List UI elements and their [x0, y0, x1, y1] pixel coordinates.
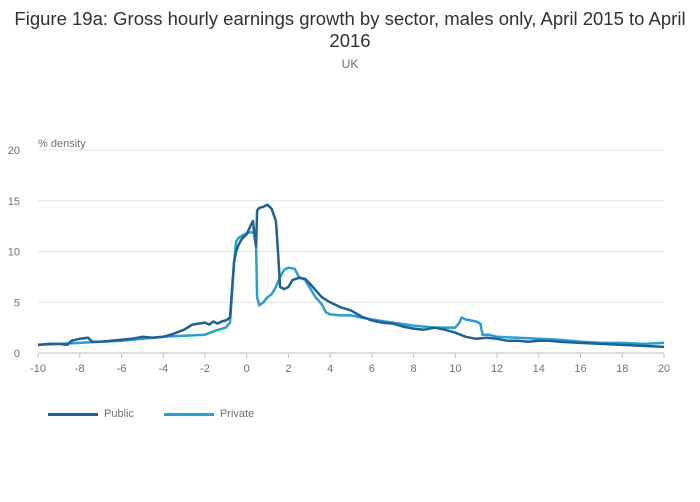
y-tick-label: 15 — [8, 196, 20, 208]
y-tick-label: 0 — [14, 348, 20, 360]
legend-item-private[interactable]: Private — [163, 408, 255, 420]
y-tick-label: 10 — [8, 247, 20, 259]
gridlines — [38, 149, 664, 354]
x-tick-label: 10 — [449, 363, 461, 375]
series-line-private[interactable] — [37, 230, 665, 347]
x-tick-label: 2 — [285, 363, 291, 375]
y-axis: 0 5 10 15 20 — [8, 145, 20, 360]
x-tick-label: -4 — [158, 363, 168, 375]
x-tick-label: 6 — [369, 363, 375, 375]
legend-swatch-private — [163, 412, 214, 416]
y-axis-label: % density — [38, 138, 86, 150]
x-tick-label: 4 — [327, 363, 333, 375]
x-tick-label: 12 — [491, 363, 503, 375]
x-axis: -10 -8 -6 -4 -2 0 2 4 6 8 10 12 14 16 18 20 — [30, 353, 670, 375]
x-tick-label: -6 — [117, 363, 127, 375]
x-tick-label: -10 — [30, 363, 46, 375]
x-tick-label: 14 — [533, 363, 545, 375]
legend-label-public: Public — [104, 408, 134, 420]
y-tick-label: 5 — [14, 297, 20, 309]
legend-item-public[interactable]: Public — [48, 408, 134, 420]
x-tick-label: 8 — [411, 363, 417, 375]
y-tick-label: 20 — [8, 145, 20, 157]
series-line-public[interactable] — [37, 203, 665, 349]
x-tick-label: 16 — [574, 363, 586, 375]
x-tick-label: 20 — [658, 363, 670, 375]
chart-title: Figure 19a: Gross hourly earnings growth… — [14, 8, 686, 51]
legend-swatch-public — [48, 412, 98, 416]
chart-subtitle: UK — [341, 57, 359, 71]
x-tick-label: 18 — [616, 363, 628, 375]
legend-label-private: Private — [219, 408, 255, 420]
x-tick-label: -2 — [200, 363, 210, 375]
x-tick-label: 0 — [244, 363, 250, 375]
x-tick-label: -8 — [75, 363, 85, 375]
legend: Public Private — [48, 408, 254, 420]
series-lines — [37, 203, 665, 349]
